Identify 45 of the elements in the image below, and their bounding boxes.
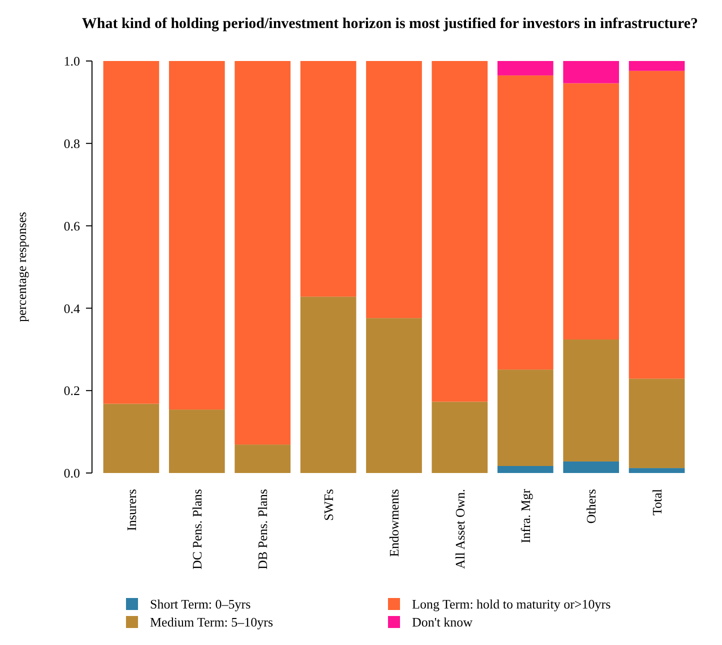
bar <box>432 402 488 473</box>
x-tick-label: DC Pens. Plans <box>189 489 204 570</box>
bar <box>563 461 620 473</box>
x-tick-label: Total <box>649 488 664 516</box>
y-axis-title: percentage responses <box>14 212 29 322</box>
bar <box>497 75 554 370</box>
bar <box>628 378 685 468</box>
x-tick-label: DB Pens. Plans <box>255 489 270 570</box>
y-tick-label: 0.8 <box>64 136 80 151</box>
x-tick-label: Insurers <box>124 489 139 531</box>
x-tick-label: Endowments <box>386 489 402 557</box>
x-tick-label: All Asset Own. <box>452 489 468 569</box>
y-tick-label: 0.4 <box>64 300 80 316</box>
legend-label: Don't know <box>412 614 474 630</box>
y-tick-label: 1.0 <box>64 54 80 69</box>
bar <box>497 466 554 473</box>
bar <box>366 318 422 473</box>
bar <box>628 468 685 473</box>
legend-label: Medium Term: 5–10yrs <box>150 614 274 630</box>
bar <box>628 61 685 71</box>
legend-label: Short Term: 0–5yrs <box>150 596 251 612</box>
bar <box>300 61 356 297</box>
bar <box>366 61 422 318</box>
bar <box>432 61 488 402</box>
chart-title: What kind of holding period/investment horizon is most justified for investors in infrastructure? <box>82 16 698 32</box>
bar <box>234 61 291 445</box>
bar <box>103 404 160 473</box>
bar <box>168 410 225 473</box>
bar <box>234 444 291 473</box>
bar <box>563 83 620 340</box>
bar <box>563 340 620 462</box>
x-tick-label: Others <box>584 489 599 524</box>
x-tick-label: SWFs <box>320 489 336 521</box>
bar <box>628 70 685 379</box>
bar <box>103 61 160 404</box>
bar <box>563 61 620 84</box>
y-tick-label: 0.0 <box>64 466 80 481</box>
bar <box>300 296 356 473</box>
bar <box>497 61 554 76</box>
bar <box>497 370 554 466</box>
legend-label: Long Term: hold to maturity or>10yrs <box>412 596 611 612</box>
bar <box>168 61 225 410</box>
y-tick-label: 0.6 <box>64 218 80 234</box>
x-tick-label: Infra. Mgr <box>518 488 533 544</box>
y-tick-label: 0.2 <box>64 383 80 398</box>
